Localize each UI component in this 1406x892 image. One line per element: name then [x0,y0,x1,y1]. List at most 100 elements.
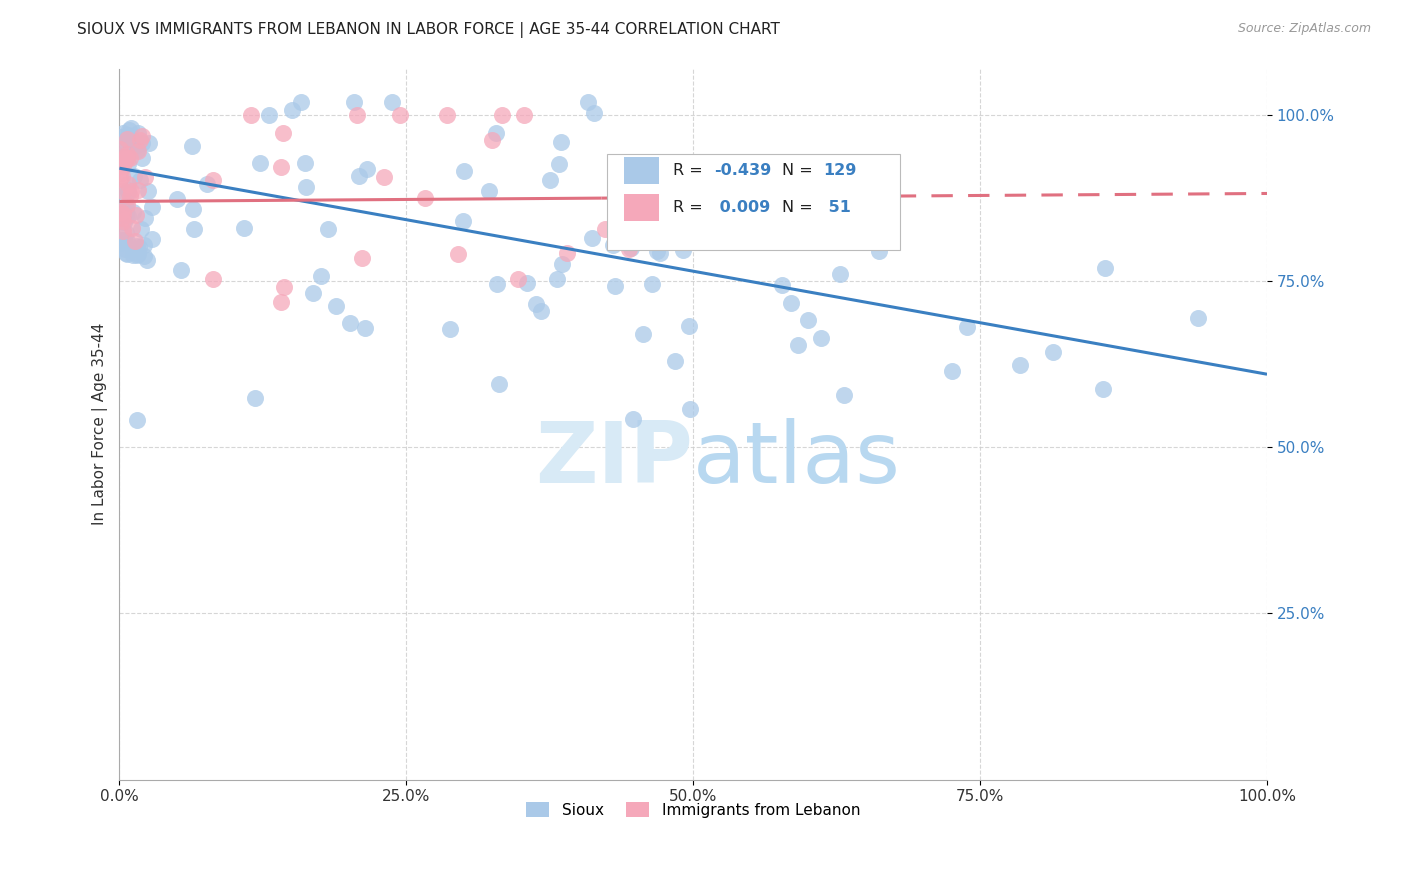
Point [125,208,148,222]
Point [650,246,672,260]
Point [134,248,156,262]
Text: R =: R = [672,201,707,215]
Point [114,153,136,167]
Point [202,272,225,286]
Point [111,211,134,225]
Point [488,377,510,392]
Point [711,210,734,224]
Point [485,126,508,140]
Point [547,157,569,171]
Point [664,354,686,368]
Point [112,224,135,238]
Point [325,299,347,313]
Point [180,138,202,153]
Point [114,246,136,260]
Point [832,387,855,401]
Point [270,295,292,310]
Point [339,317,361,331]
Point [294,179,316,194]
Point [110,157,132,171]
Point [516,276,538,290]
Text: N =: N = [782,163,817,178]
FancyBboxPatch shape [607,153,900,250]
Point [388,108,411,122]
Point [110,186,132,201]
Point [665,205,688,219]
Point [115,247,138,261]
Point [941,364,963,378]
Point [353,321,375,335]
Point [581,231,603,245]
Point [115,201,138,215]
Point [136,253,159,268]
Point [481,133,503,147]
Point [110,143,132,157]
Point [631,327,654,342]
Point [478,184,501,198]
Point [108,236,131,251]
Point [124,234,146,248]
Text: 129: 129 [823,163,856,178]
Point [129,173,152,187]
Point [117,235,139,249]
Point [111,214,134,228]
Point [413,191,436,205]
Point [352,252,374,266]
Point [141,200,163,214]
Point [290,95,312,109]
Text: N =: N = [782,201,817,215]
Point [127,144,149,158]
Text: Source: ZipAtlas.com: Source: ZipAtlas.com [1237,22,1371,36]
Point [110,205,132,219]
Point [112,233,135,247]
Point [270,160,292,174]
Point [453,164,475,178]
Point [551,257,574,271]
Point [111,159,134,173]
Point [117,157,139,171]
Point [112,207,135,221]
Point [112,127,135,141]
Point [120,185,142,199]
Point [582,106,605,120]
Point [621,411,644,425]
Point [131,136,153,150]
Point [486,277,509,291]
Point [170,263,193,277]
Point [678,319,700,334]
Point [112,214,135,228]
Point [273,126,295,140]
Point [436,108,458,122]
Text: ZIP: ZIP [536,418,693,501]
Point [108,166,131,180]
Point [245,391,267,405]
Point [129,221,152,235]
Point [117,178,139,192]
Point [682,194,704,209]
Point [956,319,979,334]
Point [115,226,138,240]
Text: SIOUX VS IMMIGRANTS FROM LEBANON IN LABOR FORCE | AGE 35-44 CORRELATION CHART: SIOUX VS IMMIGRANTS FROM LEBANON IN LABO… [77,22,780,38]
Point [787,337,810,351]
Point [619,242,641,256]
Text: -0.439: -0.439 [714,163,770,178]
Text: atlas: atlas [693,418,901,501]
Point [141,232,163,246]
Point [117,146,139,161]
Point [538,173,561,187]
Point [114,206,136,220]
Point [770,277,793,292]
Point [115,153,138,167]
Point [343,95,366,109]
Point [127,247,149,261]
Point [129,132,152,146]
Point [108,211,131,225]
Point [112,184,135,198]
Point [122,242,145,256]
Point [131,128,153,143]
Y-axis label: In Labor Force | Age 35-44: In Labor Force | Age 35-44 [93,323,108,525]
Point [134,211,156,225]
Point [524,297,547,311]
Point [125,239,148,253]
Point [114,150,136,164]
